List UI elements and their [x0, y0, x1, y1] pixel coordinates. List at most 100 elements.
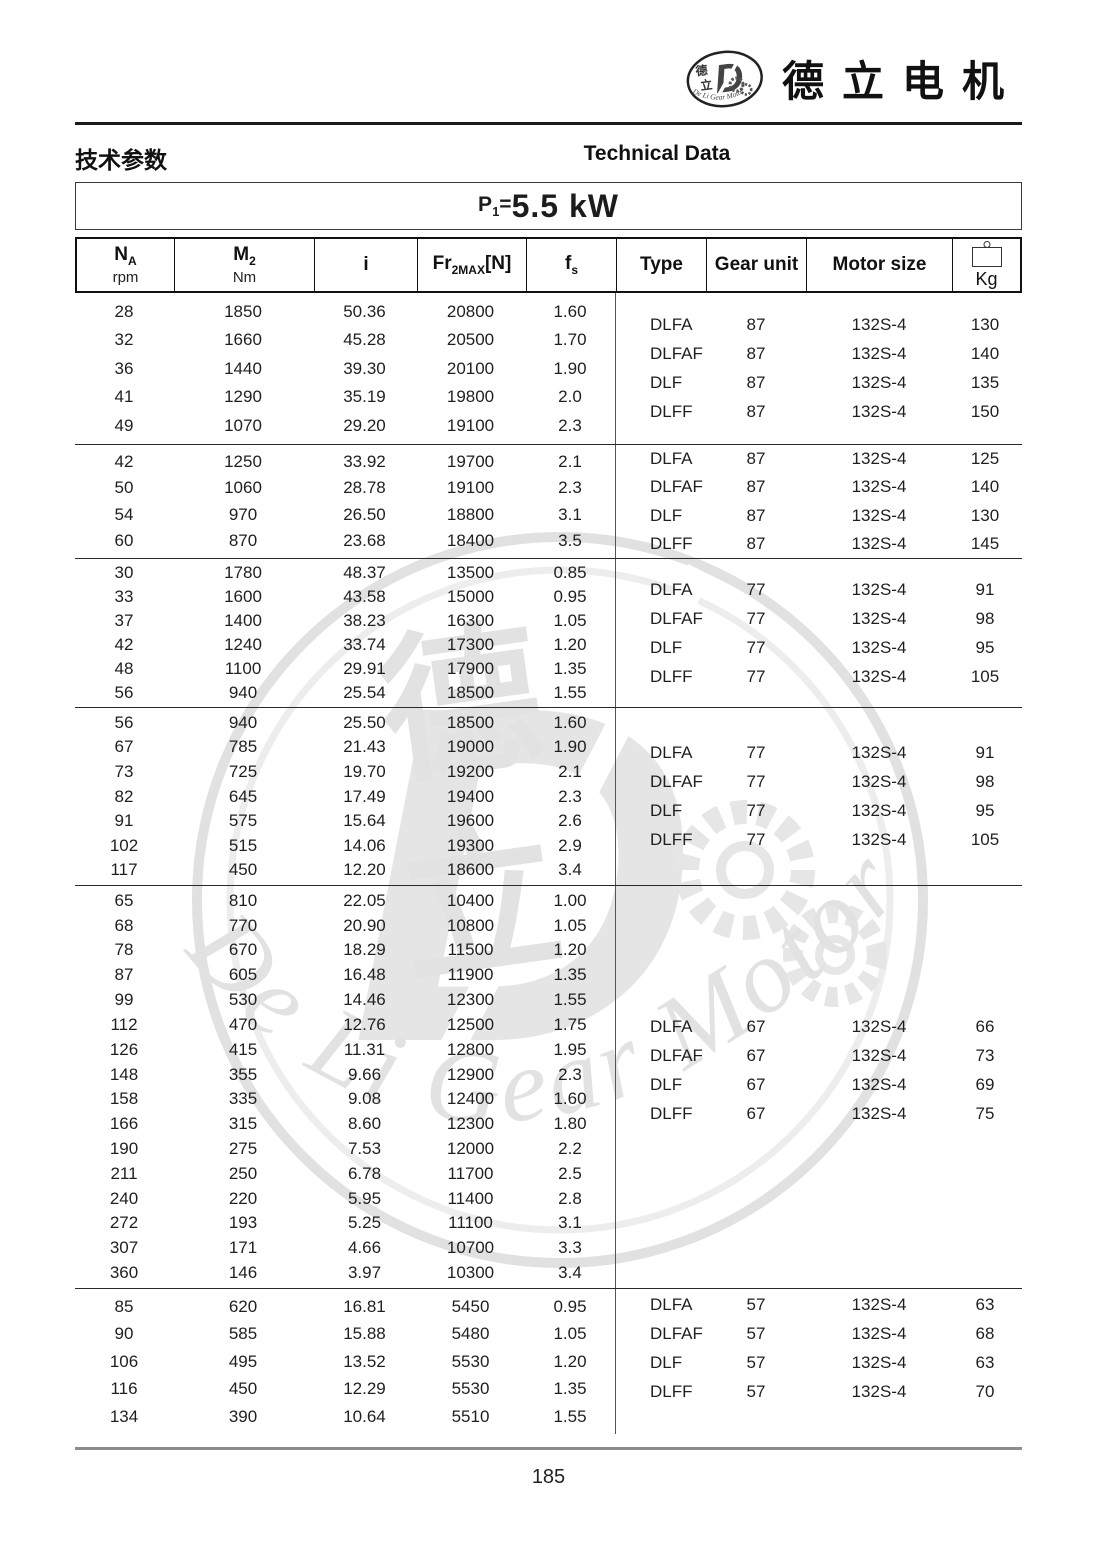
data-row: 117 450 12.20 18600 3.4: [75, 860, 615, 880]
cell-m2: 450: [228, 1379, 258, 1398]
cell-type: DLFA: [650, 1295, 693, 1314]
cell-ratio: 14.06: [343, 835, 386, 855]
group-type-block: DLFA 67 132S-4 66 DLFAF 67 132S-4 73 DLF 67 132S-4…: [615, 886, 1022, 1288]
cell-fr2max: 12800: [446, 1039, 495, 1059]
cell-fs: 1.55: [553, 1406, 587, 1426]
cell-gear-unit: 67: [746, 1103, 766, 1123]
group-data-block: 85 620 16.81 5450 0.95 90 585 15.88 5480 1.05 106 4…: [75, 1289, 615, 1434]
cell-na: 87: [114, 965, 134, 985]
table-group: 28 1850 50.36 20800 1.60 32 1660 45.28 20500 1.70…: [75, 293, 1022, 445]
cell-kg: 98: [975, 772, 995, 791]
power-symbol: P1=: [478, 192, 512, 220]
cell-m2: 355: [228, 1064, 258, 1084]
cell-m2: 530: [228, 990, 258, 1010]
data-row: 240 220 5.95 11400 2.8: [75, 1189, 615, 1209]
type-row: DLFA 77 132S-4 91: [616, 575, 1022, 604]
cell-gear-unit: 57: [746, 1382, 766, 1401]
cell-na: 48: [114, 659, 134, 678]
cell-fr2max: 10400: [446, 890, 495, 910]
cell-kg: 63: [975, 1353, 995, 1372]
cell-ratio: 22.05: [343, 890, 386, 910]
type-row: DLF 67 132S-4 69: [616, 1070, 1022, 1099]
cell-kg: 98: [975, 608, 995, 628]
cell-ratio: 25.50: [343, 712, 386, 732]
type-row: DLF 77 132S-4 95: [616, 797, 1022, 826]
cell-type: DLFAF: [650, 608, 703, 628]
cell-ratio: 19.70: [343, 761, 386, 781]
cell-type: DLFAF: [650, 1324, 703, 1343]
cell-fs: 1.80: [553, 1114, 587, 1134]
cell-ratio: 12.76: [343, 1014, 386, 1034]
data-row: 148 355 9.66 12900 2.3: [75, 1065, 615, 1085]
cell-gear-unit: 57: [746, 1324, 766, 1343]
cell-ratio: 38.23: [343, 611, 386, 630]
cell-fr2max: 12500: [446, 1014, 495, 1034]
cell-m2: 315: [228, 1114, 258, 1134]
cell-fr2max: 5530: [451, 1351, 490, 1371]
cell-ratio: 33.92: [343, 451, 386, 471]
cell-kg: 130: [970, 315, 1000, 334]
cell-ratio: 5.25: [347, 1213, 382, 1233]
group-type-block: DLFA 57 132S-4 63 DLFAF 57 132S-4 68 DLF 57 132S-4…: [615, 1289, 1022, 1434]
cell-na: 102: [109, 835, 139, 855]
cell-fs: 1.20: [553, 1351, 587, 1371]
cell-fs: 3.1: [558, 504, 582, 524]
cell-m2: 1070: [224, 415, 262, 435]
cell-m2: 415: [228, 1039, 258, 1059]
data-row: 102 515 14.06 19300 2.9: [75, 836, 615, 856]
cell-fs: 0.95: [553, 587, 587, 606]
data-row: 50 1060 28.78 19100 2.3: [75, 478, 615, 498]
cell-gear-unit: 77: [746, 772, 766, 791]
cell-fs: 2.1: [558, 761, 582, 781]
cell-motor-size: 132S-4: [851, 1074, 907, 1094]
cell-kg: 73: [975, 1045, 995, 1065]
data-row: 42 1240 33.74 17300 1.20: [75, 635, 615, 655]
cell-m2: 1660: [224, 330, 262, 349]
col-header-type: Type: [617, 239, 707, 291]
header-rule: [75, 122, 1022, 125]
cell-na: 41: [114, 387, 134, 406]
cell-ratio: 8.60: [347, 1114, 382, 1134]
svg-text:德: 德: [695, 62, 709, 78]
cell-m2: 645: [228, 786, 258, 806]
cell-na: 56: [114, 683, 134, 702]
cell-gear-unit: 77: [746, 637, 766, 657]
cell-fr2max: 11900: [447, 965, 494, 985]
table-group: 42 1250 33.92 19700 2.1 50 1060 28.78 19100 2.3 54…: [75, 445, 1022, 559]
weight-icon: [971, 240, 1002, 267]
cell-na: 68: [114, 915, 134, 935]
cell-na: 82: [114, 786, 134, 806]
cell-gear-unit: 57: [746, 1295, 766, 1314]
cell-fs: 1.70: [553, 330, 587, 349]
cell-fr2max: 18500: [446, 712, 495, 732]
group-data-block: 28 1850 50.36 20800 1.60 32 1660 45.28 20500 1.70…: [75, 293, 615, 444]
cell-ratio: 45.28: [343, 330, 386, 349]
cell-type: DLFF: [650, 1382, 693, 1401]
cell-ratio: 15.64: [343, 811, 386, 831]
cell-gear-unit: 67: [746, 1016, 766, 1036]
col-header-ratio: i: [315, 239, 418, 291]
cell-na: 67: [114, 737, 134, 757]
cell-fr2max: 19800: [446, 387, 495, 406]
cell-ratio: 29.20: [343, 415, 386, 435]
cell-fr2max: 19100: [446, 415, 495, 435]
cell-motor-size: 132S-4: [851, 449, 907, 469]
cell-na: 99: [114, 990, 134, 1010]
cell-na: 60: [114, 531, 134, 551]
cell-na: 106: [109, 1351, 139, 1371]
cell-ratio: 16.48: [343, 965, 386, 985]
cell-gear-unit: 67: [746, 1045, 766, 1065]
cell-fs: 3.3: [558, 1238, 582, 1258]
cell-fr2max: 11100: [448, 1213, 493, 1233]
col-header-fr2max: Fr2MAX[N]: [418, 239, 527, 291]
cell-gear-unit: 87: [746, 315, 766, 334]
group-data-block: 65 810 22.05 10400 1.00 68 770 20.90 10800 1.05 78…: [75, 886, 615, 1288]
cell-fs: 0.95: [553, 1296, 587, 1316]
cell-type: DLFF: [650, 666, 693, 686]
cell-fs: 3.1: [558, 1213, 582, 1233]
cell-na: 78: [114, 940, 134, 960]
cell-fs: 1.60: [553, 1089, 587, 1109]
cell-type: DLFA: [650, 743, 693, 762]
cell-na: 158: [109, 1089, 139, 1109]
cell-m2: 870: [228, 531, 258, 551]
